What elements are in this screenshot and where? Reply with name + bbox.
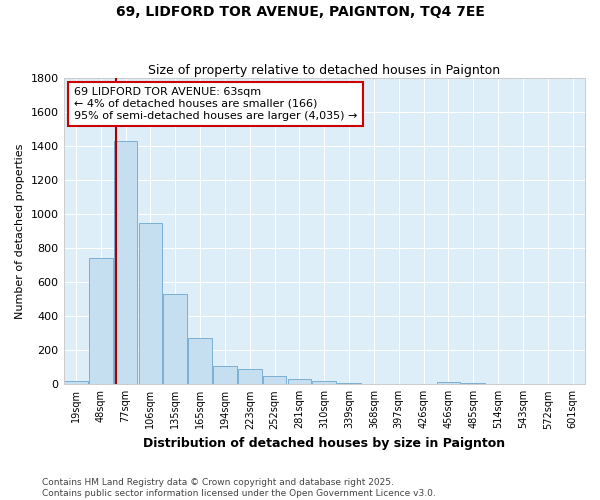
Bar <box>313 381 336 384</box>
Bar <box>287 379 311 384</box>
Bar <box>263 376 286 384</box>
Text: 69, LIDFORD TOR AVENUE, PAIGNTON, TQ4 7EE: 69, LIDFORD TOR AVENUE, PAIGNTON, TQ4 7E… <box>116 5 484 19</box>
X-axis label: Distribution of detached houses by size in Paignton: Distribution of detached houses by size … <box>143 437 505 450</box>
Bar <box>139 222 162 384</box>
Bar <box>213 366 237 384</box>
Bar <box>188 338 212 384</box>
Y-axis label: Number of detached properties: Number of detached properties <box>15 144 25 319</box>
Bar <box>64 381 88 384</box>
Text: Contains HM Land Registry data © Crown copyright and database right 2025.
Contai: Contains HM Land Registry data © Crown c… <box>42 478 436 498</box>
Bar <box>89 258 113 384</box>
Title: Size of property relative to detached houses in Paignton: Size of property relative to detached ho… <box>148 64 500 77</box>
Text: 69 LIDFORD TOR AVENUE: 63sqm
← 4% of detached houses are smaller (166)
95% of se: 69 LIDFORD TOR AVENUE: 63sqm ← 4% of det… <box>74 88 358 120</box>
Bar <box>114 141 137 384</box>
Bar <box>437 382 460 384</box>
Bar <box>163 294 187 384</box>
Bar <box>238 369 262 384</box>
